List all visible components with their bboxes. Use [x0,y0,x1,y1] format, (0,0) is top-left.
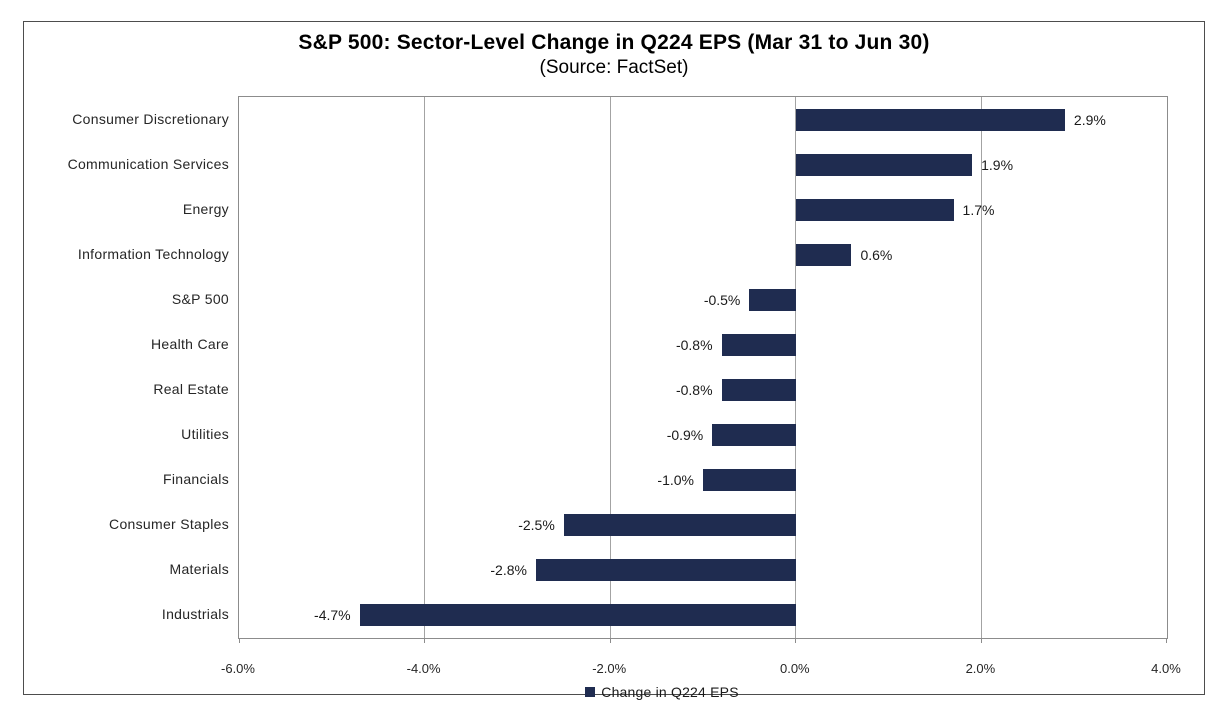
gridline [424,97,426,638]
category-label: Communication Services [67,155,229,172]
bar-value-label: -1.0% [657,472,694,489]
bar [795,198,954,221]
bar-value-label: -4.7% [314,607,351,624]
bar [535,559,796,582]
bar [721,379,796,402]
category-label: Materials [169,561,229,578]
category-label: Financials [162,471,229,488]
x-tick-label: -6.0% [221,661,255,676]
bar-value-label: 1.9% [981,156,1014,173]
x-tick-label: 0.0% [779,661,810,676]
gridline [980,97,982,638]
legend-swatch-icon [585,687,596,697]
category-axis: Consumer Discretionary Communication Serv… [24,96,229,637]
legend-label: Change in Q224 EPS [601,684,739,700]
category-label: Consumer Staples [109,516,229,533]
category-label: Real Estate [153,381,229,398]
chart-subtitle: (Source: FactSet) [539,57,689,78]
bar-value-label: 1.7% [962,201,995,218]
bar [795,108,1065,131]
bar-value-label: -2.8% [490,562,527,579]
x-tick-label: -4.0% [406,661,441,676]
axis-tick [239,638,240,643]
legend: Change in Q224 EPS [198,684,1126,700]
category-label: Health Care [150,335,229,352]
bar [795,153,973,176]
category-label: Industrials [161,606,229,623]
axis-tick [795,638,797,643]
bar-value-label: 2.9% [1073,111,1106,128]
bar [749,288,796,311]
bar [359,604,796,627]
bar-value-label: -0.8% [675,382,713,399]
bar-value-label: -0.9% [666,427,704,444]
bar-value-label: -2.5% [518,517,555,534]
bar-value-label: -0.8% [675,336,713,353]
bar [563,514,796,537]
category-label: Utilities [181,426,229,443]
x-tick-label: -2.0% [592,661,627,676]
axis-tick [424,638,426,643]
axis-tick [609,638,611,643]
axis-tick [980,638,982,643]
bar [712,424,796,447]
category-label: Information Technology [77,245,229,262]
axis-tick [1166,638,1167,643]
x-tick-label: 2.0% [965,661,996,676]
bar [703,469,796,492]
plot-area: 2.9% 1.9% 1.7% 0.6% -0.5% -0.8% -0.8% -0.9% -1.0… [238,96,1168,643]
category-label: S&P 500 [171,290,229,307]
value-axis: -6.0% -4.0% -2.0% 0.0% 2.0% 4.0% [221,661,1181,677]
title-block: S&P 500: Sector-Level Change in Q224 EPS… [24,30,1204,80]
category-label: Consumer Discretionary [72,110,229,127]
gridline [609,97,611,638]
category-label: Energy [182,200,229,217]
x-tick-label: 4.0% [1151,661,1181,676]
bar [795,243,852,266]
bar-value-label: -0.5% [703,291,741,308]
bar-value-label: 0.6% [860,246,893,263]
bar [721,333,796,356]
gridline [795,97,797,638]
chart-title: S&P 500: Sector-Level Change in Q224 EPS… [298,31,930,54]
chart-frame: S&P 500: Sector-Level Change in Q224 EPS… [23,21,1205,700]
